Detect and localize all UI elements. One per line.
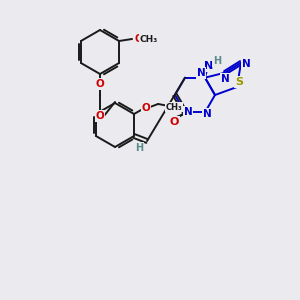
- Text: N: N: [202, 109, 211, 119]
- Text: N: N: [204, 61, 214, 71]
- Text: O: O: [96, 111, 104, 121]
- Text: CH₃: CH₃: [166, 103, 182, 112]
- Text: O: O: [96, 79, 104, 89]
- Text: CH₃: CH₃: [140, 34, 158, 43]
- Text: N: N: [184, 107, 192, 117]
- Text: S: S: [235, 77, 243, 87]
- Text: N: N: [220, 74, 230, 84]
- Text: N: N: [242, 59, 250, 69]
- Text: O: O: [135, 34, 143, 44]
- Text: N: N: [196, 68, 206, 78]
- Text: H: H: [213, 56, 221, 66]
- Text: O: O: [142, 103, 150, 113]
- Text: H: H: [135, 143, 143, 153]
- Text: O: O: [169, 117, 179, 127]
